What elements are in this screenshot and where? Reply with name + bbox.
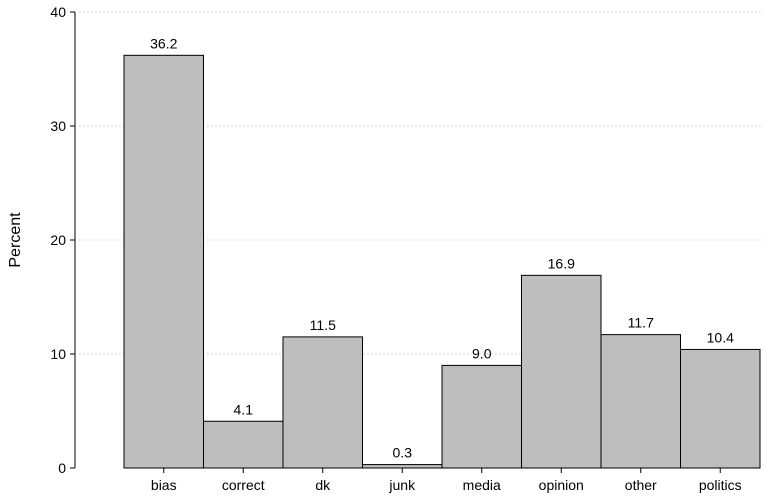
y-tick-label: 10	[50, 346, 66, 362]
y-tick-label: 20	[50, 232, 66, 248]
y-tick-label: 30	[50, 118, 66, 134]
bar-opinion	[521, 274, 602, 469]
value-label-other: 11.7	[628, 315, 654, 331]
x-tick-label-bias: bias	[151, 477, 177, 493]
x-tick-label-dk: dk	[315, 477, 331, 493]
bar-junk	[362, 464, 443, 469]
y-axis-label: Percent	[7, 212, 24, 268]
x-ticks: bias correct dk junk media opinion other politi…	[151, 468, 742, 493]
y-ticks: 0 10 20 30 40	[50, 4, 75, 476]
value-label-junk: 0.3	[393, 445, 413, 461]
x-tick-label-media: media	[463, 477, 501, 493]
bar-politics	[680, 348, 761, 469]
y-tick-label: 0	[58, 460, 66, 476]
bar-correct	[203, 420, 284, 469]
bar-dk	[282, 336, 363, 469]
x-tick-label-correct: correct	[222, 477, 265, 493]
x-tick-label-other: other	[625, 477, 657, 493]
y-tick-label: 40	[50, 4, 66, 20]
x-tick-label-politics: politics	[699, 477, 742, 493]
value-labels: 36.2 4.1 11.5 0.3 9.0 16.9 11.7 10.4	[150, 35, 734, 460]
value-label-media: 9.0	[472, 345, 492, 361]
value-label-dk: 11.5	[310, 317, 336, 333]
value-label-correct: 4.1	[234, 401, 254, 417]
bar-other	[600, 334, 681, 469]
x-tick-label-junk: junk	[388, 477, 416, 493]
bar-media	[441, 364, 522, 469]
value-label-opinion: 16.9	[548, 255, 575, 271]
x-tick-label-opinion: opinion	[539, 477, 584, 493]
value-label-bias: 36.2	[150, 35, 177, 51]
value-label-politics: 10.4	[707, 329, 734, 345]
bar-bias	[123, 54, 204, 469]
bars	[123, 54, 761, 469]
